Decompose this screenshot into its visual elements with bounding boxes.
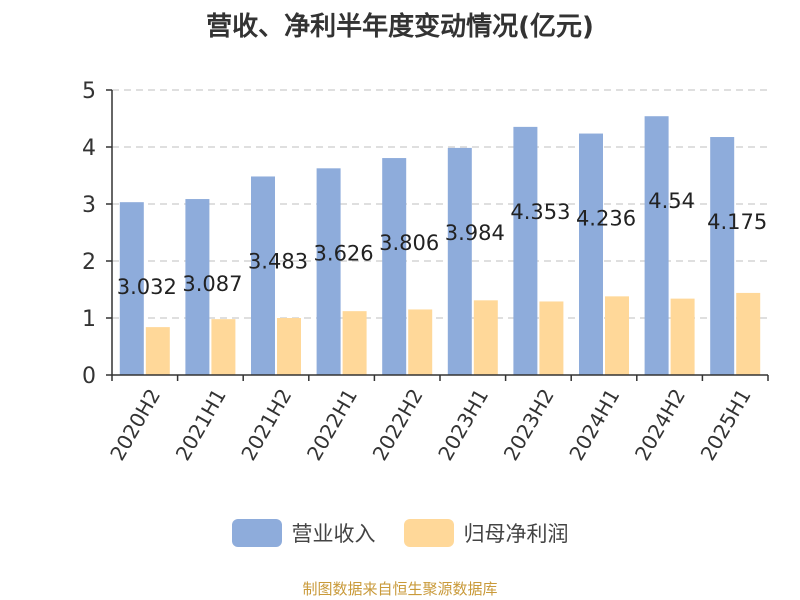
data-label-revenue: 4.353 [510,200,570,224]
data-label-revenue: 3.032 [117,275,177,299]
x-tick-label: 2024H2 [630,385,690,465]
y-tick-label: 1 [82,307,96,332]
bars [119,116,761,375]
data-label-revenue: 4.236 [576,207,636,231]
x-tick-label: 2022H1 [302,385,362,465]
bar-net-profit [539,301,564,375]
data-label-revenue: 4.175 [707,210,767,234]
data-label-revenue: 3.087 [182,272,242,296]
legend-swatch-revenue [231,519,282,547]
x-tick-label: 2021H1 [171,385,231,465]
bar-revenue [119,202,144,375]
bar-revenue [251,176,275,375]
y-tick-label: 3 [82,193,96,218]
legend-swatch-net-profit [403,519,454,547]
x-tick-label: 2022H2 [368,385,428,465]
legend-item-net-profit[interactable]: 归母净利润 [403,518,569,548]
bar-revenue [447,147,472,375]
bar-revenue [513,126,538,375]
data-label-revenue: 3.483 [248,249,308,273]
legend-label-net-profit: 归母净利润 [463,522,569,546]
legend: 营业收入 归母净利润 [0,518,800,548]
bar-revenue [579,133,603,375]
bar-net-profit [211,319,236,375]
bar-revenue [710,137,735,375]
y-tick-label: 5 [82,79,96,104]
x-tick-label: 2023H2 [499,385,559,465]
bar-net-profit [342,311,367,375]
y-tick-label: 2 [82,250,96,275]
chart-title: 营收、净利半年度变动情况(亿元) [206,12,594,42]
bar-net-profit [670,298,695,375]
bar-revenue [382,158,407,375]
bar-net-profit [145,327,170,375]
legend-label-revenue: 营业收入 [291,522,376,546]
bar-revenue [185,199,210,375]
data-label-revenue: 3.806 [379,231,439,255]
bar-net-profit [408,309,433,375]
source-note: 制图数据来自恒生聚源数据库 [302,580,498,598]
bar-net-profit [736,292,761,375]
data-label-revenue: 3.984 [445,221,505,245]
data-label-revenue: 4.54 [648,189,695,213]
legend-item-revenue[interactable]: 营业收入 [231,518,376,548]
x-tick-label: 2025H1 [696,385,756,465]
x-tick-label: 2023H1 [433,385,493,465]
bar-net-profit [277,318,301,375]
bar-revenue [316,168,341,375]
data-label-revenue: 3.626 [314,241,374,265]
x-tick-label: 2024H1 [564,385,624,465]
y-tick-label: 4 [82,136,96,161]
bar-revenue [644,116,669,375]
y-tick-label: 0 [82,364,96,389]
bar-net-profit [605,296,629,375]
x-tick-label: 2020H2 [105,385,165,465]
bar-net-profit [473,300,498,375]
x-tick-label: 2021H2 [236,385,296,465]
